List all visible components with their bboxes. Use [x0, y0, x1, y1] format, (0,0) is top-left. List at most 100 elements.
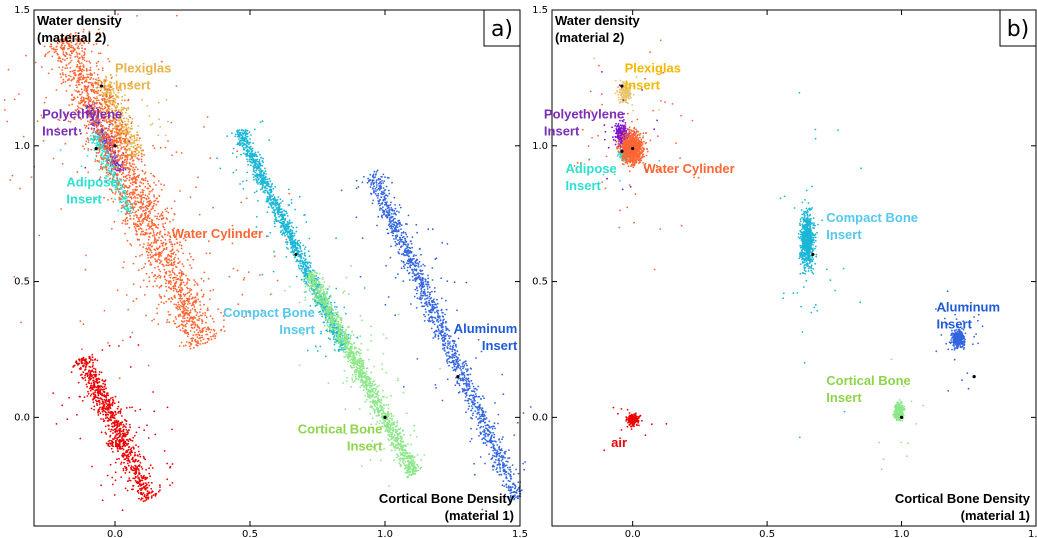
data-point — [167, 211, 170, 214]
data-point — [260, 182, 263, 185]
data-point — [120, 197, 122, 200]
data-point — [126, 149, 129, 151]
data-point — [124, 202, 127, 204]
data-point — [248, 131, 251, 134]
data-point — [169, 263, 172, 266]
data-point — [197, 176, 199, 179]
data-point — [132, 194, 134, 196]
data-point — [114, 186, 117, 189]
data-point — [107, 127, 110, 130]
data-point — [252, 178, 255, 181]
data-point — [98, 94, 101, 96]
data-point — [170, 252, 173, 255]
data-point — [128, 176, 131, 179]
data-point — [96, 79, 98, 82]
data-point — [141, 206, 144, 209]
data-point — [95, 155, 98, 158]
data-point — [65, 75, 68, 78]
data-point — [81, 70, 83, 73]
data-point — [151, 245, 154, 248]
data-point — [153, 194, 155, 196]
data-point — [192, 258, 195, 261]
data-point — [413, 456, 416, 458]
data-point — [170, 273, 172, 276]
data-point — [247, 163, 250, 166]
data-point — [242, 278, 245, 281]
data-point — [320, 330, 322, 333]
data-point — [304, 267, 307, 270]
data-point — [127, 147, 130, 150]
data-point — [105, 103, 107, 106]
data-point — [150, 208, 153, 211]
data-point — [175, 14, 178, 17]
data-point — [107, 138, 109, 141]
data-point — [94, 160, 97, 163]
data-point — [147, 214, 150, 217]
data-point — [30, 176, 33, 179]
data-point — [92, 119, 95, 122]
data-point — [154, 209, 156, 212]
data-point — [80, 97, 82, 100]
data-point — [82, 66, 85, 69]
data-point — [78, 67, 80, 70]
data-point — [190, 293, 193, 296]
data-point — [184, 324, 187, 326]
data-point — [179, 329, 182, 332]
data-point — [117, 154, 120, 157]
data-point — [156, 215, 159, 218]
data-point — [267, 235, 269, 238]
data-point — [323, 321, 326, 324]
data-point — [266, 211, 269, 214]
data-point — [149, 264, 152, 266]
data-point — [94, 158, 97, 161]
data-point — [263, 182, 265, 184]
data-point — [189, 264, 191, 267]
data-point — [124, 158, 127, 161]
data-point — [64, 142, 67, 145]
data-point — [334, 349, 337, 352]
data-point — [315, 274, 317, 277]
data-point — [66, 67, 69, 69]
data-point — [284, 219, 286, 222]
data-point — [143, 164, 146, 167]
data-point — [115, 131, 118, 134]
data-point — [248, 158, 251, 161]
data-point — [135, 134, 138, 136]
data-point — [264, 170, 267, 173]
data-point — [149, 203, 151, 206]
data-point — [144, 262, 147, 265]
data-point — [231, 132, 233, 135]
data-point — [126, 219, 129, 222]
data-point — [126, 239, 129, 242]
data-point — [306, 261, 308, 264]
data-point — [144, 214, 147, 217]
data-point — [128, 185, 131, 187]
data-point — [189, 289, 192, 292]
data-point — [112, 176, 115, 179]
data-point — [263, 171, 265, 174]
data-point — [106, 115, 108, 118]
data-point — [143, 154, 146, 156]
data-point — [381, 414, 384, 416]
data-point — [64, 55, 67, 57]
data-point — [273, 214, 276, 217]
data-point — [338, 348, 340, 351]
data-point — [108, 95, 111, 97]
data-point — [255, 178, 257, 180]
data-point — [156, 312, 159, 315]
data-point — [269, 189, 271, 192]
data-point — [121, 157, 124, 159]
data-point — [129, 164, 132, 167]
data-point — [175, 288, 178, 291]
data-point — [142, 218, 145, 221]
data-point — [266, 197, 269, 200]
data-point — [197, 298, 200, 301]
data-point — [179, 294, 182, 297]
data-point — [288, 239, 291, 242]
data-point — [125, 164, 127, 166]
data-point — [112, 97, 115, 100]
data-point — [295, 230, 298, 233]
data-point — [175, 290, 178, 293]
data-point — [294, 243, 297, 246]
data-point — [356, 336, 358, 339]
